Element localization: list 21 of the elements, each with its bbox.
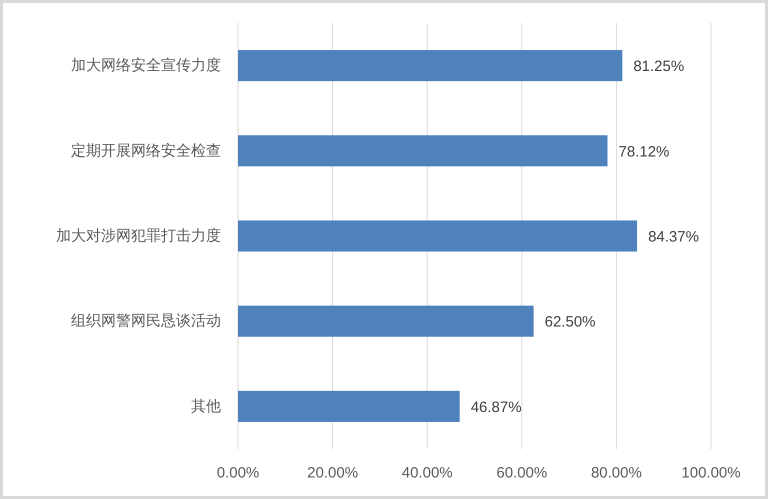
y-tick-label: 定期开展网络安全检查 <box>71 142 221 160</box>
data-label: 81.25% <box>633 58 684 76</box>
data-label: 84.37% <box>648 228 699 246</box>
x-tick-label: 100.00% <box>681 464 741 482</box>
data-label: 78.12% <box>618 143 670 160</box>
y-tick-label: 其他 <box>191 398 221 415</box>
x-tick-label: 0.00% <box>216 464 260 482</box>
x-tick-label: 80.00% <box>590 464 642 482</box>
data-label: 62.50% <box>544 314 596 331</box>
bar <box>238 135 608 166</box>
x-tick-label: 40.00% <box>402 464 453 482</box>
data-label: 46.87% <box>470 398 522 416</box>
bar <box>238 50 622 82</box>
x-tick-label: 20.00% <box>307 464 358 482</box>
x-tick-label: 60.00% <box>496 464 548 482</box>
y-tick-label: 组织网警网民恳谈活动 <box>71 312 221 330</box>
bar <box>238 390 460 422</box>
bar <box>238 306 534 337</box>
y-tick-label: 加大网络安全宣传力度 <box>71 57 221 74</box>
y-tick-label: 加大对涉网犯罪打击力度 <box>56 228 221 244</box>
bar <box>238 220 638 252</box>
